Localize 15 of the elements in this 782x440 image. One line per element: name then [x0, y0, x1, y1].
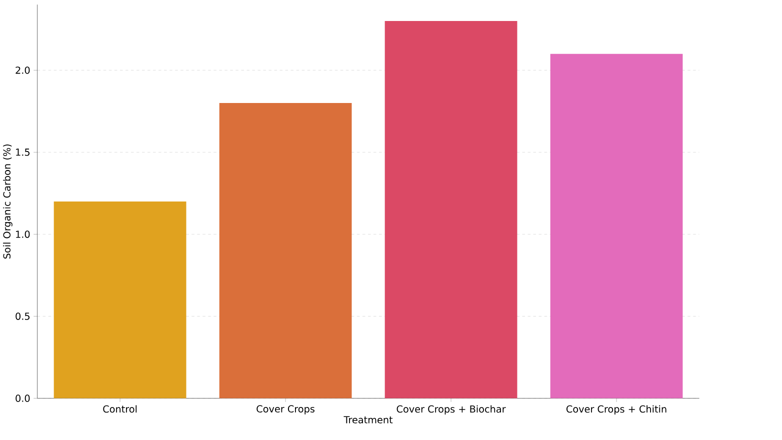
y-tick-label: 0.0 — [16, 394, 30, 402]
bar — [219, 103, 352, 398]
bar — [384, 21, 518, 398]
bar — [550, 54, 683, 398]
x-tick-label: Cover Crops — [256, 405, 314, 414]
bar — [54, 202, 186, 398]
y-tick-label: 1.0 — [16, 230, 30, 238]
y-tick-label: 1.5 — [16, 148, 30, 156]
x-tick-label: Cover Crops + Biochar — [396, 405, 506, 415]
y-tick-label: 0.5 — [16, 312, 30, 320]
x-axis-title: Treatment — [344, 416, 393, 424]
x-tick-label: Cover Crops + Chitin — [566, 405, 666, 415]
y-axis-title: Soil Organic Carbon (%) — [3, 144, 12, 259]
y-tick-label: 2.0 — [16, 66, 30, 74]
x-tick-label: Control — [103, 405, 137, 413]
